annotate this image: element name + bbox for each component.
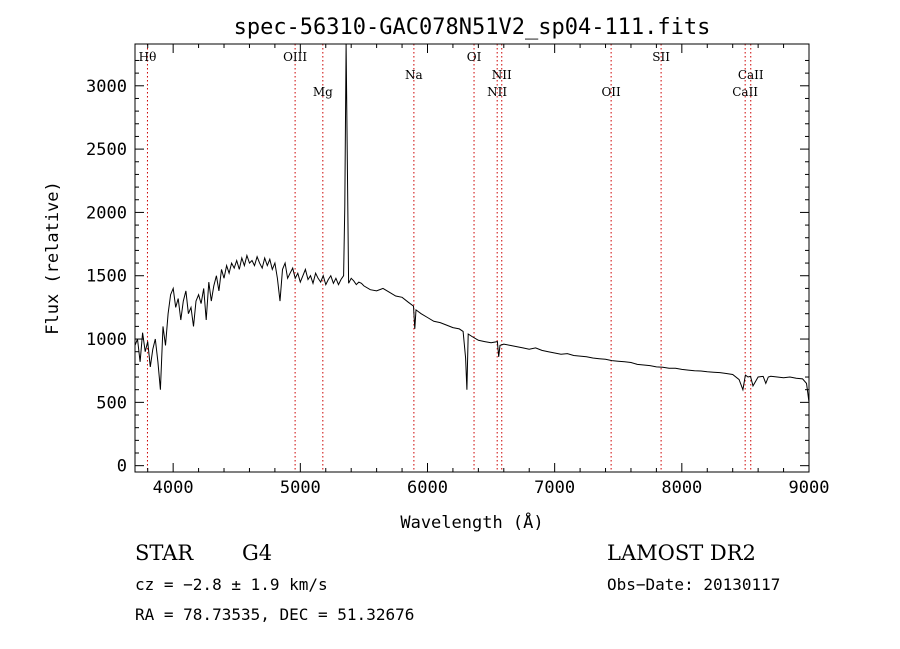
x-tick-label: 9000 <box>789 478 830 498</box>
spectral-line-label: OI <box>467 50 482 64</box>
x-tick-label: 4000 <box>153 478 194 498</box>
survey-name: LAMOST DR2 <box>607 541 756 565</box>
y-tick-label: 3000 <box>86 77 127 97</box>
spectral-line-label: SII <box>652 50 670 64</box>
spectral-line-label: CaII <box>732 85 758 99</box>
y-tick-label: 0 <box>117 457 127 477</box>
y-tick-label: 1500 <box>86 267 127 287</box>
x-tick-label: 7000 <box>534 478 575 498</box>
x-tick-label: 8000 <box>661 478 702 498</box>
spectral-line-label: Hθ <box>139 50 157 64</box>
subclass: G4 <box>242 541 272 565</box>
spectral-line-label: Mg <box>313 85 333 99</box>
spectral-line-label: OII <box>601 85 621 99</box>
y-tick-label: 1000 <box>86 330 127 350</box>
obs-date: Obs−Date: 20130117 <box>607 575 780 594</box>
x-axis: 4000 5000 6000 7000 8000 9000 <box>147 44 830 498</box>
spectral-line-label: CaII <box>738 68 764 82</box>
spectral-line-label: Na <box>405 68 423 82</box>
object-type: STAR <box>135 541 194 565</box>
spectrum-line <box>134 43 810 403</box>
y-axis: 0 500 1000 1500 2000 2500 3000 <box>86 59 809 477</box>
chart-title: spec-56310-GAC078N51V2_sp04-111.fits <box>234 15 711 40</box>
x-tick-label: 5000 <box>280 478 321 498</box>
y-tick-label: 2500 <box>86 140 127 160</box>
redshift-cz: cz = −2.8 ± 1.9 km/s <box>135 575 328 594</box>
spectral-line-label: NII <box>492 68 512 82</box>
spectral-line-markers: Hθ OIII Mg Na OI NII NII OII SII CaII CaII <box>139 44 764 472</box>
ra-dec: RA = 78.73535, DEC = 51.32676 <box>135 605 414 624</box>
spectral-line-label: NII <box>487 85 507 99</box>
x-tick-label: 6000 <box>407 478 448 498</box>
y-tick-label: 500 <box>96 393 127 413</box>
spectral-line-label: OIII <box>283 50 307 64</box>
y-axis-label: Flux (relative) <box>43 181 63 335</box>
spectrum-series <box>134 43 810 403</box>
y-tick-label: 2000 <box>86 203 127 223</box>
plot-frame <box>134 43 810 473</box>
x-axis-label: Wavelength (Å) <box>400 511 543 533</box>
